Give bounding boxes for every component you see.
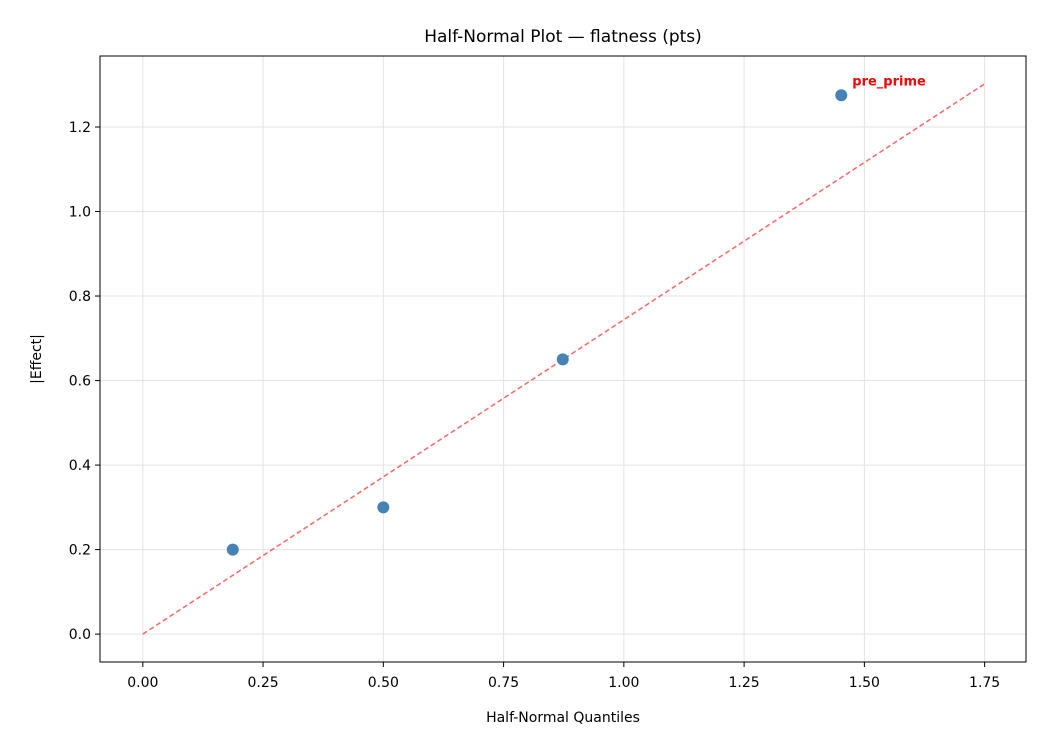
x-tick-label: 1.75 xyxy=(969,675,1000,691)
ticks: 0.00 0.25 0.50 0.75 1.00 1.25 1.50 1.75 0.0 0.2 0.… xyxy=(69,120,1000,691)
plot-frame xyxy=(99,55,1027,663)
x-tick-label: 1.50 xyxy=(849,675,880,691)
x-axis-label: Half-Normal Quantiles xyxy=(486,710,640,726)
plot-marks: pre_prime xyxy=(142,74,986,635)
x-tick-label: 1.00 xyxy=(608,675,639,691)
y-tick-label: 0.4 xyxy=(69,458,91,474)
y-tick-label: 0.2 xyxy=(69,543,91,559)
x-tick-label: 0.50 xyxy=(368,675,399,691)
data-point xyxy=(377,501,390,514)
data-point xyxy=(835,89,848,102)
x-tick-label: 1.25 xyxy=(729,675,760,691)
y-tick-label: 1.2 xyxy=(69,120,91,136)
chart-title: Half-Normal Plot — flatness (pts) xyxy=(424,27,702,47)
x-tick-label: 0.25 xyxy=(247,675,278,691)
data-point xyxy=(226,543,239,556)
y-tick-label: 0.8 xyxy=(69,289,91,305)
x-tick-label: 0.75 xyxy=(488,675,519,691)
y-tick-label: 1.0 xyxy=(69,205,91,221)
y-tick-label: 0.6 xyxy=(69,374,91,390)
y-tick-label: 0.0 xyxy=(69,627,91,643)
y-axis-label: |Effect| xyxy=(29,334,45,384)
data-point xyxy=(556,353,569,366)
x-tick-label: 0.00 xyxy=(127,675,158,691)
point-label: pre_prime xyxy=(852,74,926,89)
grid xyxy=(100,56,1026,662)
